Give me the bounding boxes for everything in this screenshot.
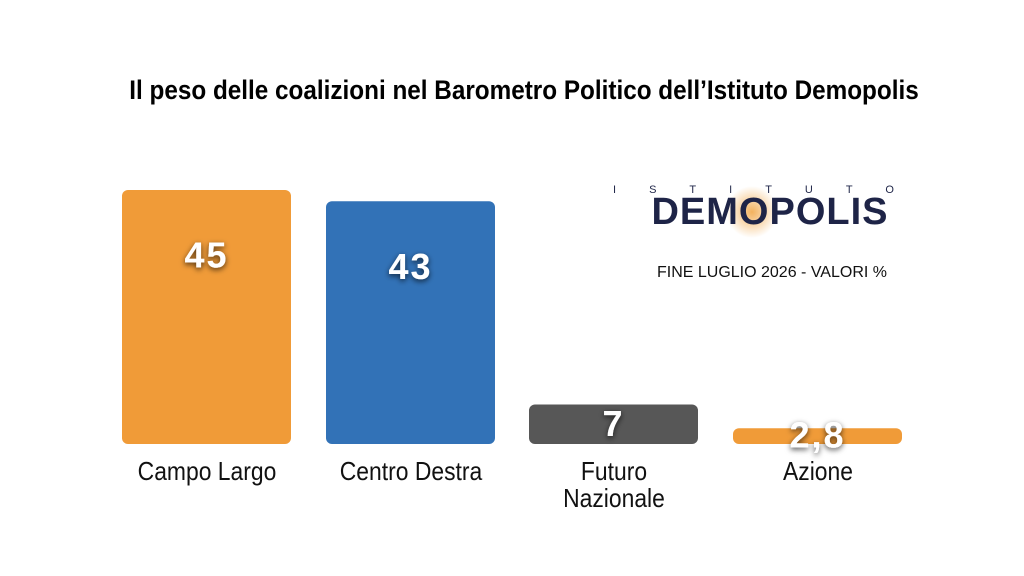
bar [733, 428, 902, 444]
value-label: 45 [184, 235, 228, 276]
bar [326, 201, 495, 444]
value-label: 2,8 [789, 415, 845, 456]
logo-top: ISTITUTO [613, 184, 927, 196]
category-label: Futuro Nazionale [562, 456, 665, 513]
value-label: 43 [388, 246, 432, 287]
logo-glow [726, 186, 778, 238]
category-label: Azione [782, 456, 853, 486]
bar [122, 190, 291, 444]
category-label: Centro Destra [339, 456, 482, 486]
chart-title: Il peso delle coalizioni nel Barometro P… [129, 76, 918, 105]
category-label: Campo Largo [137, 456, 276, 486]
value-label: 7 [602, 403, 624, 444]
subtitle: FINE LUGLIO 2026 - VALORI % [657, 264, 887, 281]
bar [529, 404, 698, 444]
logo-name: DEMOPOLIS [651, 191, 888, 233]
